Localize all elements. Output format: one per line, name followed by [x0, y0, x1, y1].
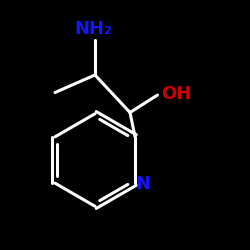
Text: NH₂: NH₂ — [75, 20, 113, 38]
Text: N: N — [135, 176, 150, 194]
Text: OH: OH — [161, 85, 192, 103]
